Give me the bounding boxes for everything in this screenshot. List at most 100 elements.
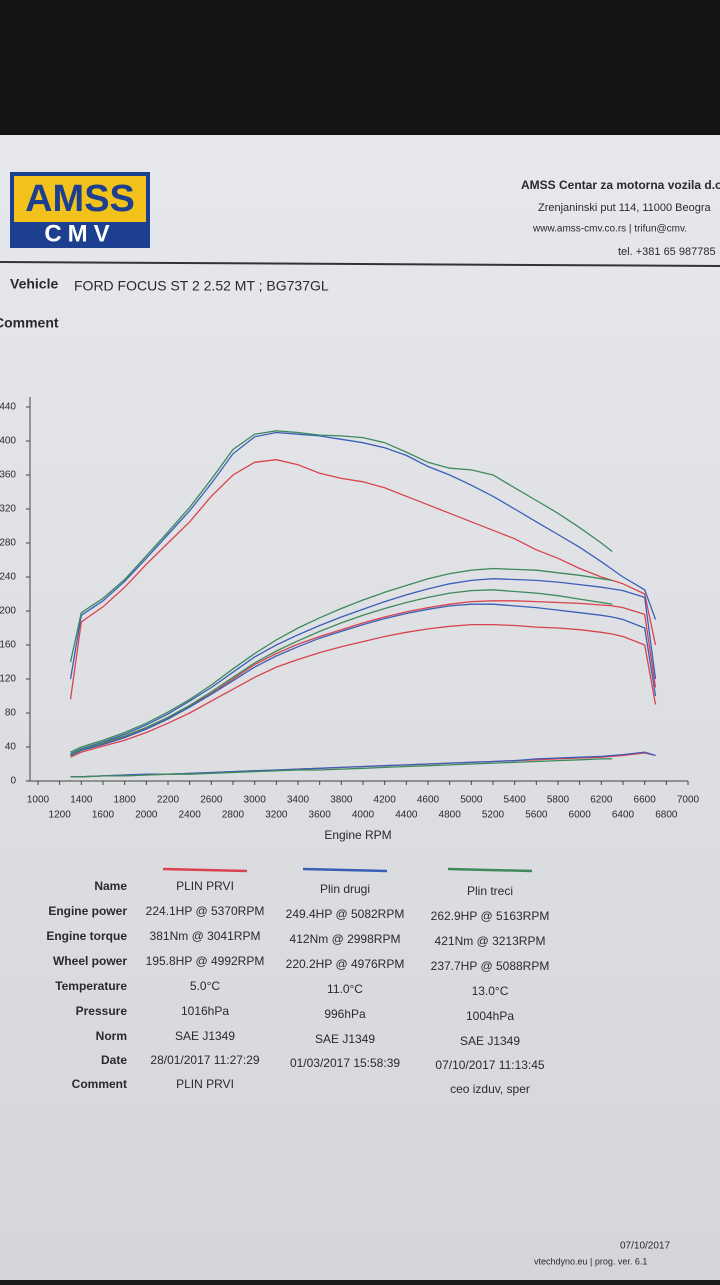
cell: 28/01/2017 11:27:29 (150, 1053, 260, 1067)
y-tick-label: 200 (0, 606, 16, 617)
series-line (70, 578, 657, 755)
cell: 1004hPa (466, 1009, 514, 1023)
x-tick-label: 2800 (222, 810, 245, 821)
logo-text: AMSS (25, 178, 135, 220)
x-tick-label: 2000 (135, 810, 158, 821)
x-tick-label: 5000 (460, 795, 483, 806)
x-tick-label: 5800 (547, 795, 570, 806)
cell: 262.9HP @ 5163RPM (431, 909, 550, 923)
series-line (69, 430, 613, 663)
row-label: Pressure (76, 1004, 128, 1018)
cell: PLIN PRVI (176, 1077, 234, 1091)
y-tick-label: 0 (10, 776, 16, 787)
y-tick-label: 40 (5, 742, 17, 753)
x-axis-label: Engine RPM (324, 828, 391, 842)
x-tick-label: 4000 (352, 810, 375, 821)
y-tick-label: 320 (0, 504, 16, 515)
row-label: Comment (72, 1077, 127, 1091)
legend-swatch (447, 867, 533, 873)
cell: 01/03/2017 15:58:39 (290, 1056, 400, 1070)
x-tick-label: 2400 (179, 810, 202, 821)
cell: ceo izduv, sper (450, 1082, 530, 1096)
x-tick-label: 3200 (265, 810, 288, 821)
logo-band (14, 176, 146, 222)
paper (0, 135, 720, 1280)
cell: 237.7HP @ 5088RPM (431, 959, 550, 973)
vehicle-label: Vehicle (10, 276, 58, 292)
y-tick-label: 360 (0, 470, 16, 481)
cell: SAE J1349 (175, 1029, 235, 1043)
phone: tel. +381 65 987785 (618, 246, 716, 258)
x-tick-label: 4800 (439, 810, 462, 821)
cell: 996hPa (324, 1007, 366, 1021)
cell: PLIN PRVI (176, 879, 234, 893)
rule (0, 261, 720, 267)
x-tick-label: 2200 (157, 795, 180, 806)
footer-credit: vtechdyno.eu | prog. ver. 6.1 (534, 1256, 647, 1266)
vehicle: FORD FOCUS ST 2 2.52 MT ; BG737GL (74, 278, 329, 294)
comment-label: Comment (0, 315, 59, 331)
x-tick-label: 3400 (287, 795, 310, 806)
series-line (70, 603, 657, 757)
cell: 224.1HP @ 5370RPM (146, 904, 265, 918)
x-tick-label: 5600 (525, 810, 548, 821)
background (0, 0, 720, 135)
web: www.amss-cmv.co.rs | trifun@cmv. (532, 224, 687, 235)
x-tick-label: 1600 (92, 810, 115, 821)
x-tick-label: 7000 (677, 795, 700, 806)
cell: 1016hPa (181, 1004, 229, 1018)
row-label: Engine torque (46, 929, 127, 943)
cell: 412Nm @ 2998RPM (290, 932, 401, 946)
series-line (70, 758, 613, 778)
y-tick-label: 400 (0, 436, 16, 447)
series-line (70, 589, 613, 756)
cell: 249.4HP @ 5082RPM (286, 907, 405, 921)
row-label: Temperature (55, 979, 127, 993)
y-tick-label: 280 (0, 538, 16, 549)
series-line (70, 567, 613, 753)
x-tick-label: 3000 (244, 795, 267, 806)
footer-date: 07/10/2017 (620, 1241, 670, 1252)
x-tick-label: 4400 (395, 810, 418, 821)
x-tick-label: 1200 (49, 810, 72, 821)
series-line (70, 600, 657, 757)
x-tick-label: 5200 (482, 810, 505, 821)
cell: SAE J1349 (460, 1034, 520, 1048)
cell: 421Nm @ 3213RPM (435, 934, 546, 948)
cell: 07/10/2017 11:13:45 (435, 1058, 545, 1072)
x-tick-label: 2600 (200, 795, 223, 806)
x-tick-label: 6800 (655, 810, 678, 821)
cell: 381Nm @ 3041RPM (150, 929, 261, 943)
x-tick-label: 3800 (330, 795, 353, 806)
cell: 5.0°C (190, 979, 220, 993)
x-tick-label: 3600 (309, 810, 332, 821)
cell: 13.0°C (472, 984, 509, 998)
legend-swatch (162, 867, 248, 873)
x-tick-label: 4600 (417, 795, 440, 806)
cell: Plin treci (467, 884, 513, 898)
x-tick-label: 1400 (70, 795, 93, 806)
row-label: Engine power (48, 904, 127, 918)
y-tick-label: 80 (5, 708, 17, 719)
company: AMSS Centar za motorna vozila d.o. (521, 178, 720, 192)
x-tick-label: 1800 (114, 795, 137, 806)
x-tick-label: 5400 (504, 795, 527, 806)
cell: SAE J1349 (315, 1032, 375, 1046)
y-tick-label: 240 (0, 572, 16, 583)
legend-swatch (302, 867, 388, 873)
row-label: Wheel power (53, 954, 127, 968)
cell: Plin drugi (320, 882, 370, 896)
series-line (70, 623, 657, 758)
x-tick-label: 6200 (590, 795, 613, 806)
cell: 11.0°C (327, 982, 363, 996)
cell: 195.8HP @ 4992RPM (146, 954, 265, 968)
series-line (69, 459, 657, 700)
row-label: Date (101, 1053, 127, 1067)
y-tick-label: 120 (0, 674, 16, 685)
series-line (69, 431, 657, 680)
x-tick-label: 6600 (634, 795, 657, 806)
x-tick-label: 1000 (27, 795, 50, 806)
address: Zrenjaninski put 114, 11000 Beogra (538, 202, 712, 214)
